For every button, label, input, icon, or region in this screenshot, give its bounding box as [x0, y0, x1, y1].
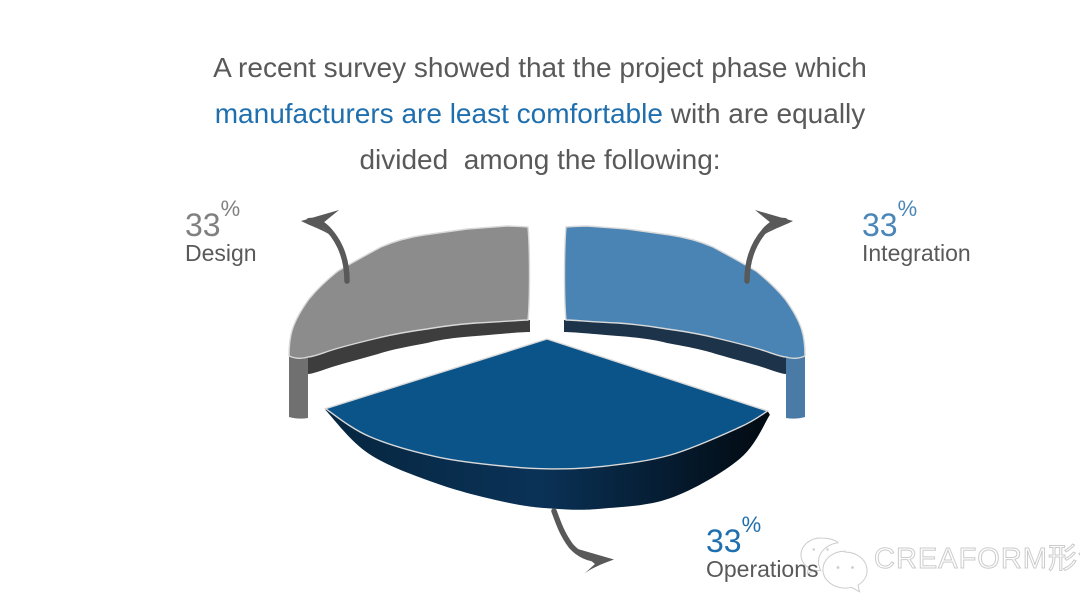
svg-text:CREAFORM形创: CREAFORM形创 — [874, 542, 1080, 575]
